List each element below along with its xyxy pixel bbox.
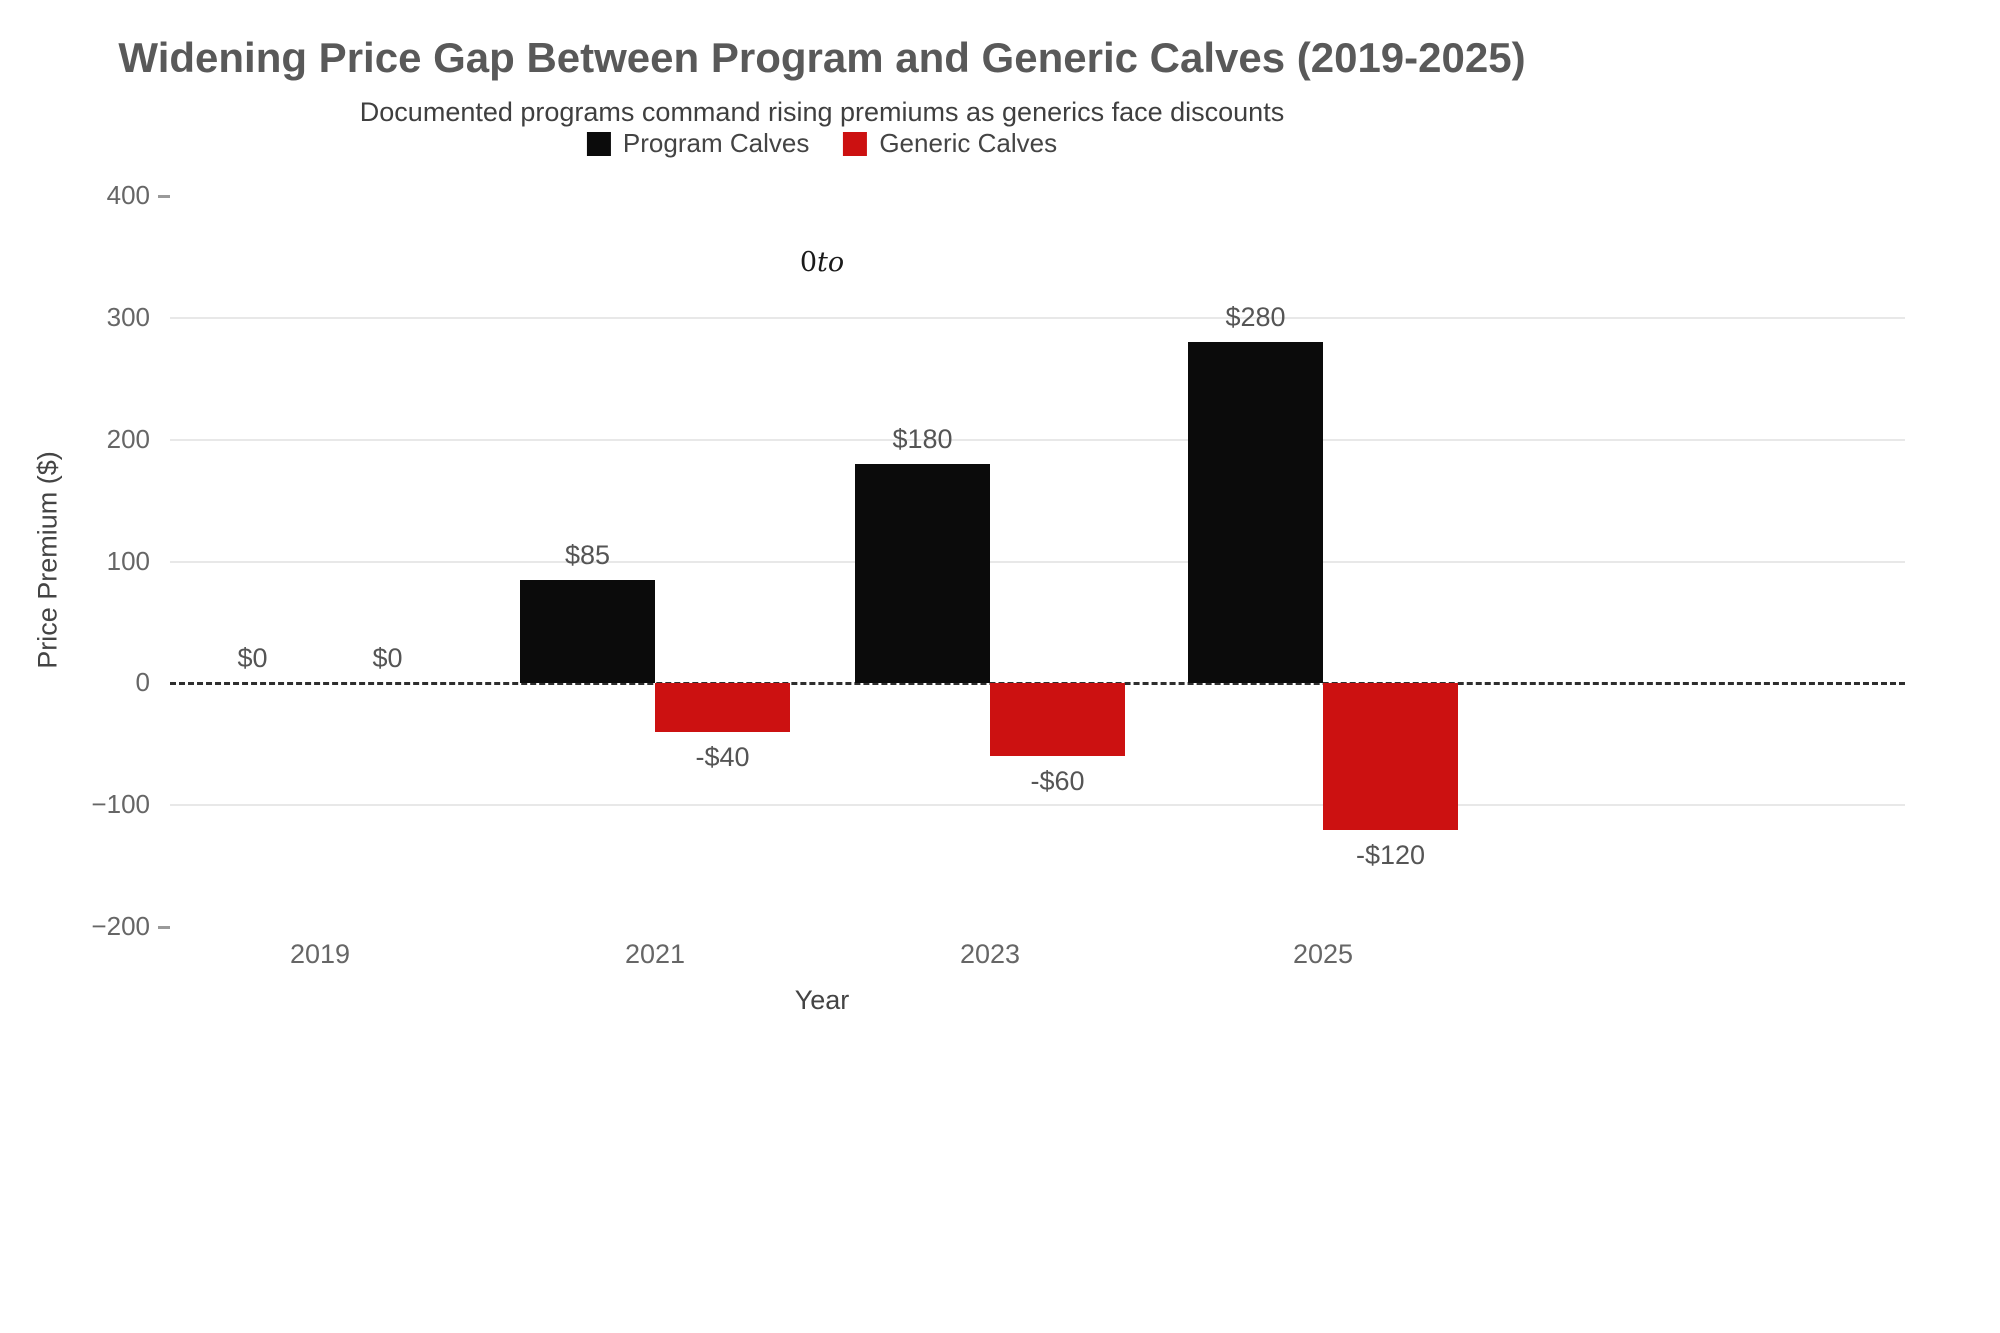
y-axis-tick	[158, 926, 170, 929]
x-tick-label: 2021	[624, 939, 686, 969]
chart-subtitle: Documented programs command rising premi…	[359, 97, 1285, 127]
y-axis-tick	[158, 195, 170, 198]
y-tick-label: 200	[106, 423, 150, 454]
y-tick-label: −100	[91, 789, 150, 820]
bar-value-label: $85	[564, 539, 611, 570]
chart-title: Widening Price Gap Between Program and G…	[118, 34, 1526, 81]
bar-value-label: $280	[1225, 302, 1286, 333]
x-tick-label: 2025	[1292, 939, 1354, 969]
x-tick-label: 2019	[289, 939, 351, 969]
stray-annotation: 0to	[800, 247, 844, 278]
x-tick-label: 2023	[959, 939, 1021, 969]
bar-value-label: $0	[237, 643, 268, 674]
bar-value-label: $0	[372, 643, 403, 674]
gridline	[170, 316, 1905, 319]
annotation-prefix: 0	[799, 247, 818, 278]
y-tick-label: 100	[106, 545, 150, 576]
bar-program-2023	[855, 464, 990, 684]
legend: Program Calves Generic Calves	[586, 128, 1057, 159]
annotation-word: to	[817, 247, 845, 278]
bar-value-label: -$60	[1030, 766, 1085, 797]
y-tick-label: −200	[91, 911, 150, 941]
gridline	[170, 560, 1905, 563]
bar-value-label: $180	[892, 424, 953, 455]
bar-generic-2025	[1323, 683, 1458, 830]
y-tick-label: 300	[106, 301, 150, 332]
bar-program-2021	[520, 579, 655, 684]
bar-value-label: -$40	[695, 742, 750, 773]
legend-label-program: Program Calves	[622, 128, 810, 158]
legend-swatch-program	[586, 131, 611, 156]
bar-value-label: -$120	[1355, 839, 1426, 870]
legend-swatch-generic	[843, 131, 868, 156]
bar-generic-2021	[655, 683, 790, 733]
gridline	[170, 438, 1905, 441]
x-axis-title: Year	[794, 985, 850, 1015]
y-tick-label: 0	[135, 667, 150, 698]
legend-item-generic: Generic Calves	[843, 128, 1057, 159]
y-tick-label: 400	[106, 180, 150, 210]
legend-item-program: Program Calves	[586, 128, 810, 159]
legend-label-generic: Generic Calves	[879, 128, 1058, 158]
bar-generic-2023	[990, 683, 1125, 757]
bar-program-2025	[1188, 342, 1323, 684]
gridline	[170, 804, 1905, 807]
